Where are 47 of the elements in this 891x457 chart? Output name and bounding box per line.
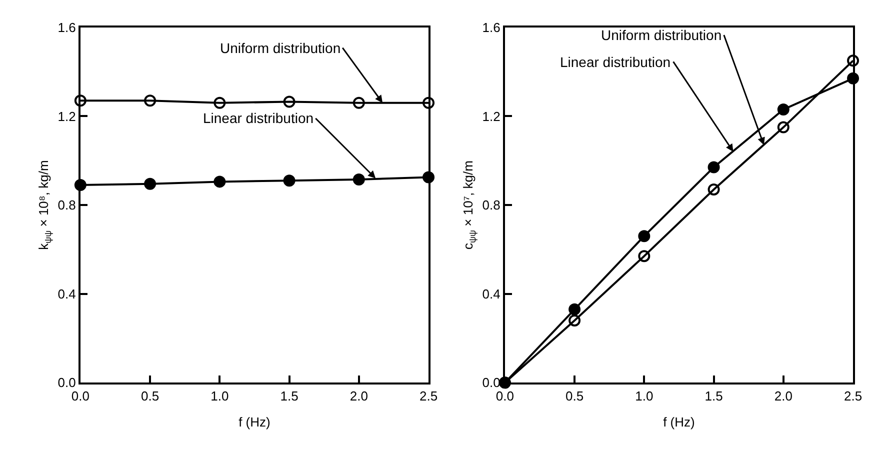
x-tick-label: 1.5	[280, 388, 298, 404]
x-tick-label: 1.5	[704, 388, 723, 404]
point	[777, 121, 790, 134]
point	[777, 104, 790, 116]
annotation: Uniform distribution	[601, 27, 722, 43]
x-tick-label: 2.5	[844, 388, 862, 404]
point	[638, 250, 650, 262]
x-tick-label: 2.5	[419, 388, 438, 404]
x-tick-label: 0.5	[141, 388, 160, 404]
point	[847, 54, 860, 67]
point	[352, 173, 365, 186]
point	[74, 94, 86, 107]
y-tick-label: 1.2	[58, 108, 76, 124]
x-tick-label: 1.0	[635, 388, 654, 404]
y-tick-label: 1.6	[58, 20, 76, 35]
point	[568, 314, 581, 326]
x-axis-title: f (Hz)	[238, 414, 270, 430]
point	[422, 96, 435, 109]
y-tick-label: 0.0	[58, 375, 76, 390]
point	[144, 178, 156, 190]
x-tick-label: 0.0	[496, 388, 514, 404]
y-tick-label: 1.6	[482, 20, 500, 35]
x-axis-title: f (Hz)	[663, 414, 695, 430]
point	[568, 303, 581, 316]
point	[283, 96, 296, 108]
y-tick-label: 0.4	[482, 286, 500, 302]
x-tick-label: 0.0	[71, 388, 90, 404]
annotation: Linear distribution	[560, 54, 671, 70]
x-tick-label: 1.0	[210, 388, 229, 404]
point	[214, 96, 226, 109]
x-tick-label: 2.0	[774, 388, 792, 404]
annotation: Uniform distribution	[220, 40, 341, 56]
point	[144, 94, 156, 107]
point	[283, 174, 296, 187]
y-tick-label: 0.0	[482, 375, 500, 390]
x-tick-label: 2.0	[350, 388, 368, 404]
point	[708, 183, 720, 196]
point	[708, 161, 720, 174]
y-tick-label: 0.8	[58, 198, 76, 213]
annotation: Linear distribution	[203, 110, 314, 126]
x-tick-label: 0.5	[566, 388, 584, 404]
y-tick-label: 0.8	[482, 198, 500, 213]
point	[352, 96, 365, 109]
point	[214, 176, 226, 188]
y-tick-label: 0.4	[58, 286, 76, 302]
y-tick-label: 1.2	[482, 108, 500, 124]
point	[638, 230, 650, 242]
